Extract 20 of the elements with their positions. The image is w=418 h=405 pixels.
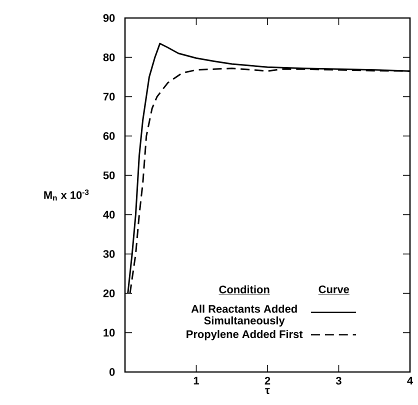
y-tick-label: 70 [103, 92, 115, 101]
legend-label: Propylene Added First [186, 330, 303, 340]
y-tick-label: 90 [103, 14, 115, 22]
x-tick-label: 4 [407, 376, 413, 384]
x-tick-label: 1 [194, 376, 199, 384]
x-axis-title: τ [265, 388, 270, 394]
y-tick-label: 80 [103, 53, 115, 62]
x-tick-label: 2 [264, 376, 270, 385]
x-tick-label: 3 [336, 376, 342, 385]
legend-title: Condition [219, 285, 270, 294]
y-tick-label: 50 [103, 171, 115, 180]
y-axis-title: M$_{n}$ x 10$^{-3}$ [44, 190, 89, 200]
y-tick-label: 40 [103, 210, 115, 219]
y-tick-label: 0 [109, 368, 115, 376]
legend-label: All Reactants Added Simultaneously [191, 304, 297, 327]
annotation: Curve [318, 285, 350, 294]
y-tick-label: 60 [103, 132, 115, 140]
y-tick-label: 10 [104, 328, 115, 337]
y-tick-label: 30 [103, 250, 115, 258]
y-tick-label: 20 [103, 289, 115, 298]
